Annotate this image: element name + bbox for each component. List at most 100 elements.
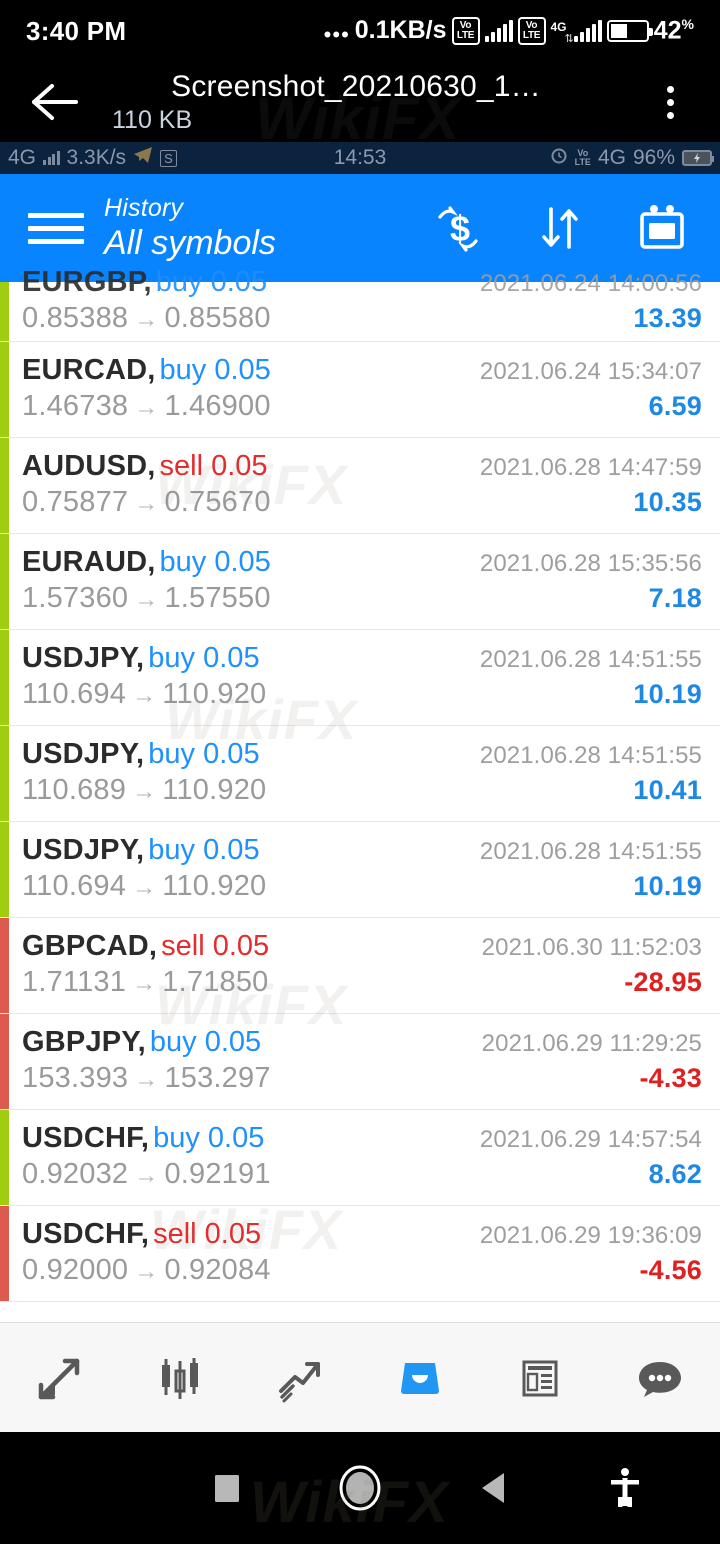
inner-clock: 14:53 [333,146,387,169]
inner-status-right: Vo LTE 4G 96% [550,146,714,170]
news-icon[interactable] [495,1338,585,1418]
deal-side-label: buy [148,642,196,674]
profit-indicator-bar [0,726,9,821]
header-section-label: History [104,193,184,222]
inner-speed-label: 3.3K/s [66,146,127,169]
home-button[interactable] [335,1463,385,1513]
deal-time: 2021.06.28 14:51:55 [479,742,702,769]
profit-indicator-bar [0,342,9,437]
deal-row[interactable]: EURGBP, buy 0.05 2021.06.24 14:00:56 0.8538… [0,266,720,342]
recents-button[interactable] [210,1471,244,1505]
deal-open-price: 110.694 [22,870,127,902]
deal-row-top: AUDUSD, sell 0.05 2021.06.28 14:47:59 [22,450,702,483]
deal-profit: 7.18 [648,583,702,613]
deal-row[interactable]: USDJPY, buy 0.05 2021.06.28 14:51:55 110.69… [0,822,720,918]
file-size-label: 110 KB [112,105,193,134]
inner-network-type: 4G [8,146,37,169]
inner-gen-label: 4G [597,146,626,169]
price-arrow-icon: → [132,682,157,709]
quotes-icon[interactable] [15,1338,105,1418]
charging-bolt-icon [694,153,700,163]
deal-row-top: USDCHF, sell 0.05 2021.06.29 19:36:09 [22,1218,702,1251]
deal-symbol: USDCHF, [22,1218,150,1250]
deal-row-bottom: 0.75877 → 0.75670 10.35 [22,486,702,519]
deal-prices: 0.85388 → 0.85580 [22,302,271,335]
deal-volume: 0.05 [203,834,260,866]
deal-volume: 0.05 [204,1026,262,1058]
deal-volume: 0.05 [211,450,268,482]
history-icon[interactable] [375,1338,465,1418]
deal-prices: 0.92032 → 0.92191 [22,1158,271,1191]
deal-profit: 13.39 [633,303,702,333]
deal-side: buy 0.05 [148,642,259,674]
deal-symbol-side: GBPCAD, sell 0.05 [22,930,269,963]
deal-symbol-side: EURAUD, buy 0.05 [22,546,271,579]
history-deal-list[interactable]: EURGBP, buy 0.05 2021.06.24 14:00:56 0.8538… [0,266,720,1302]
deal-prices: 110.689 → 110.920 [22,774,266,807]
deal-open-price: 1.57360 [22,582,129,614]
hamburger-menu-icon[interactable] [28,212,84,244]
app-header: History All symbols $ [0,174,720,282]
deal-close-price: 1.71850 [162,966,269,998]
profit-indicator-bar [0,1014,9,1109]
accessibility-button[interactable] [608,1467,642,1509]
os-clock: 3:40 PM [26,15,127,46]
inner-volte-icon: Vo LTE [575,149,591,167]
deal-symbol: AUDUSD, [22,450,156,482]
deal-symbol: EURGBP, [22,266,152,298]
mobile-data-group: 4G ⇅ [550,19,602,45]
deal-symbol: USDJPY, [22,738,145,770]
deal-row[interactable]: USDCHF, buy 0.05 2021.06.29 14:57:54 0.9203… [0,1110,720,1206]
app-bottom-tabs[interactable] [0,1322,720,1432]
deal-volume: 0.05 [210,266,268,298]
calendar-icon[interactable] [634,200,690,256]
back-button[interactable] [478,1468,512,1508]
deal-row[interactable]: GBPJPY, buy 0.05 2021.06.29 11:29:25 153.39… [0,1014,720,1110]
deal-side: sell 0.05 [160,450,268,482]
volte-icon-sim2: Vo LTE [517,16,546,45]
deal-row[interactable]: EURCAD, buy 0.05 2021.06.24 15:34:07 1.4673… [0,342,720,438]
deal-symbol: USDJPY, [22,642,145,674]
deal-content: GBPJPY, buy 0.05 2021.06.29 11:29:25 153.39… [22,1026,702,1095]
volte-bottom-text-2: LTE [522,29,541,41]
profit-indicator-bar [0,630,9,725]
deal-profit: 6.59 [648,391,702,421]
deal-close-price: 1.57550 [164,582,271,614]
deal-row[interactable]: USDJPY, buy 0.05 2021.06.28 14:51:55 110.69… [0,630,720,726]
deal-content: USDCHF, sell 0.05 2021.06.29 19:36:09 0.920… [22,1218,702,1287]
signal-bars-sim2 [573,19,602,42]
deal-symbol: GBPCAD, [22,930,158,962]
overflow-menu-icon[interactable] [642,70,698,134]
deal-prices: 110.694 → 110.920 [22,678,266,711]
deal-row[interactable]: AUDUSD, sell 0.05 2021.06.28 14:47:59 0.758… [0,438,720,534]
header-filter-label[interactable]: All symbols [104,223,276,262]
network-gen-label: 4G [550,19,567,34]
deal-symbol: EURCAD, [22,354,156,386]
deal-time: 2021.06.28 14:51:55 [479,646,702,673]
deal-row[interactable]: GBPCAD, sell 0.05 2021.06.30 11:52:03 1.711… [0,918,720,1014]
s-badge-icon: S [160,149,177,167]
deal-row-top: EURGBP, buy 0.05 2021.06.24 14:00:56 [22,266,702,299]
back-arrow-icon[interactable] [22,70,86,134]
deal-row-top: USDCHF, buy 0.05 2021.06.29 14:57:54 [22,1122,702,1155]
deal-row[interactable]: USDJPY, buy 0.05 2021.06.28 14:51:55 110.68… [0,726,720,822]
deal-profit: -4.56 [639,1255,702,1285]
deal-row[interactable]: USDCHF, sell 0.05 2021.06.29 19:36:09 0.920… [0,1206,720,1302]
deal-profit: -28.95 [624,967,702,997]
deal-volume: 0.05 [204,1218,262,1250]
deal-side: buy 0.05 [156,266,267,298]
deal-time: 2021.06.30 11:52:03 [481,934,702,961]
currency-exchange-icon[interactable]: $ [430,200,486,256]
charts-icon[interactable] [135,1338,225,1418]
deal-row-bottom: 153.393 → 153.297 -4.33 [22,1062,702,1095]
price-arrow-icon: → [134,394,159,421]
deal-side-label: sell [161,930,205,962]
trade-icon[interactable] [255,1338,345,1418]
deal-row-top: EURAUD, buy 0.05 2021.06.28 15:35:56 [22,546,702,579]
deal-prices: 1.57360 → 1.57550 [22,582,271,615]
deal-close-price: 0.92191 [164,1158,271,1190]
messages-icon[interactable] [615,1338,705,1418]
deal-content: EURCAD, buy 0.05 2021.06.24 15:34:07 1.4673… [22,354,702,423]
sort-arrows-icon[interactable] [532,200,588,256]
deal-row[interactable]: EURAUD, buy 0.05 2021.06.28 15:35:56 1.5736… [0,534,720,630]
